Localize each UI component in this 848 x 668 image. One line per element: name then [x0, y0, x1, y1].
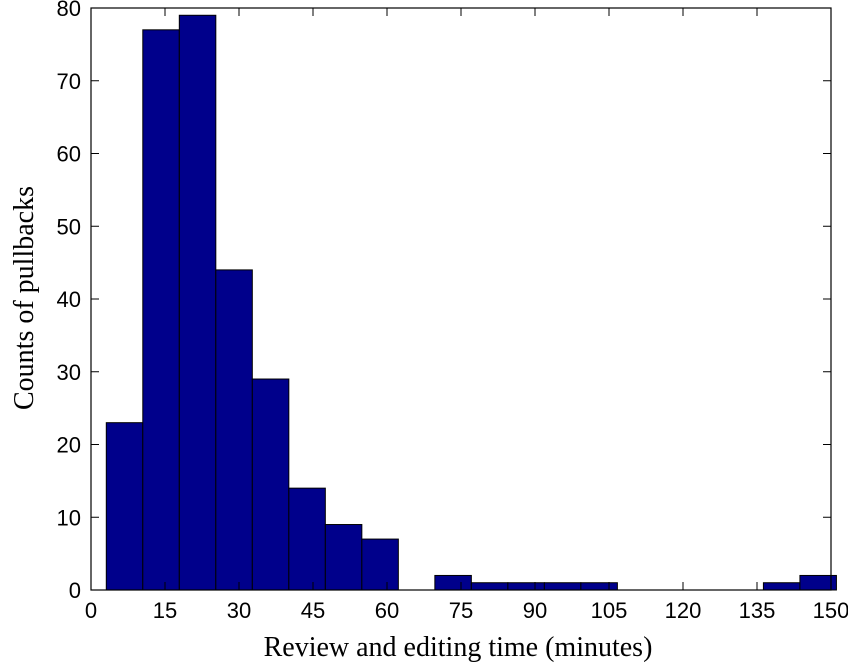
histogram-bar-0 [105, 422, 144, 591]
histogram-bar-12 [543, 582, 582, 591]
x-axis-ticks: 0 15 30 45 60 75 90 105 120 135 150 [85, 8, 848, 623]
y-axis-ticks: 0 10 20 30 40 50 60 70 80 [57, 0, 831, 603]
x-tick-label-8: 120 [665, 598, 702, 623]
histogram-bar-3 [215, 269, 253, 591]
y-tick-label-8: 80 [57, 0, 81, 21]
x-axis-title: Review and editing time (minutes) [264, 632, 653, 663]
y-tick-label-4: 40 [57, 287, 81, 312]
y-tick-label-0: 0 [69, 578, 81, 603]
x-tick-label-9: 135 [739, 598, 776, 623]
histogram-bar-13 [580, 582, 618, 591]
histogram-bar-10 [470, 582, 509, 591]
x-tick-label-6: 90 [523, 598, 547, 623]
y-tick-label-7: 70 [57, 69, 81, 94]
y-axis-title: Counts of pullbacks [9, 186, 40, 410]
histogram-bar-4 [251, 378, 290, 591]
x-tick-label-0: 0 [85, 598, 97, 623]
x-tick-label-4: 60 [375, 598, 399, 623]
y-tick-label-1: 10 [57, 505, 81, 530]
histogram-bar-2 [178, 14, 217, 591]
histogram-bar-18 [762, 582, 801, 591]
x-tick-label-2: 30 [227, 598, 251, 623]
histogram-bar-6 [324, 524, 363, 591]
histogram-bar-9 [434, 574, 472, 591]
y-tick-label-3: 30 [57, 360, 81, 385]
x-tick-label-3: 45 [301, 598, 325, 623]
x-tick-label-7: 105 [591, 598, 628, 623]
histogram-bar-1 [142, 29, 180, 591]
y-tick-label-6: 60 [57, 142, 81, 167]
x-tick-label-10: 150 [813, 598, 848, 623]
bars-group [105, 14, 837, 591]
y-tick-label-5: 50 [57, 214, 81, 239]
x-tick-label-5: 75 [449, 598, 473, 623]
y-tick-label-2: 20 [57, 433, 81, 458]
histogram-bar-5 [288, 487, 326, 591]
x-tick-label-1: 15 [153, 598, 177, 623]
histogram-bar-11 [507, 582, 545, 591]
histogram-bar-7 [361, 538, 399, 591]
